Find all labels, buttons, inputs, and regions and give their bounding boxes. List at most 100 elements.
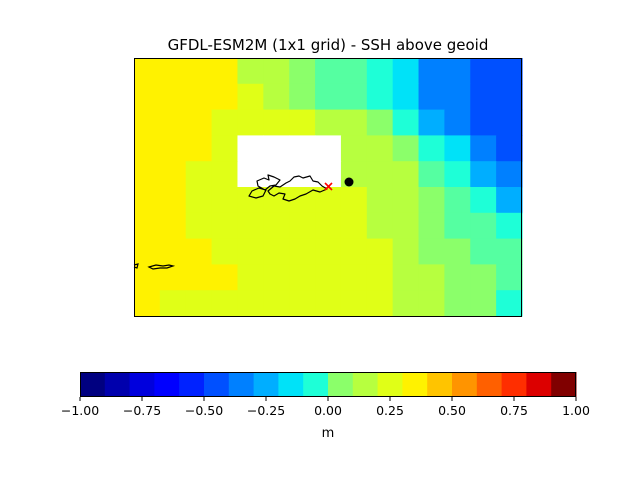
grid-cell <box>315 264 342 291</box>
grid-cell <box>366 290 394 317</box>
grid-cell <box>237 290 264 317</box>
colorbar-segment <box>278 372 304 397</box>
grid-cell <box>315 290 342 317</box>
west-coastline <box>133 263 139 269</box>
grid-cell <box>418 135 445 162</box>
colorbar-label: m <box>322 426 335 441</box>
grid-cell <box>366 58 394 85</box>
colorbar-segment <box>328 372 354 397</box>
grid-cell <box>340 58 368 85</box>
grid-cell <box>289 212 316 240</box>
grid-cell <box>315 212 342 240</box>
grid-cell <box>263 212 290 240</box>
grid-cell <box>237 135 264 162</box>
grid-cell <box>340 135 368 162</box>
grid-cell <box>496 109 523 136</box>
colorbar-frame <box>80 372 576 397</box>
grid-cell <box>185 290 213 317</box>
grid-cell <box>470 187 497 214</box>
grid-cell <box>237 264 264 291</box>
grid-cell <box>263 238 290 265</box>
grid-cell <box>470 212 497 240</box>
map-panel <box>133 58 523 317</box>
grid-cell <box>134 161 161 188</box>
grid-cell <box>418 109 445 136</box>
colorbar-segment <box>154 372 180 397</box>
grid-cell <box>444 290 471 317</box>
grid-cell <box>159 161 187 188</box>
colorbar: −1.00 −0.75 −0.50 −0.25 0.00 0.25 0.50 0.75 1.00… <box>61 372 590 441</box>
colorbar-tick-label: −1.00 <box>61 403 99 418</box>
grid-cell <box>134 238 161 265</box>
colorbar-segment <box>427 372 453 397</box>
grid-cell <box>470 161 497 188</box>
grid-cell <box>185 83 213 111</box>
grid-cell <box>159 264 187 291</box>
grid-cell <box>418 83 445 111</box>
grid-cell <box>237 83 264 111</box>
grid-cell <box>211 135 239 162</box>
grid-cell <box>496 58 523 85</box>
grid-cell <box>366 109 394 136</box>
colorbar-tick-label: 0.25 <box>376 403 404 418</box>
grid-cell <box>444 238 471 265</box>
grid-cell <box>340 109 368 136</box>
colorbar-segment <box>104 372 131 397</box>
grid-cell <box>237 238 264 265</box>
colorbar-segment <box>377 372 403 397</box>
grid-cell <box>496 161 523 188</box>
colorbar-tick-label: −0.50 <box>185 403 223 418</box>
grid-cell <box>237 109 264 136</box>
grid-cell <box>159 290 187 317</box>
grid-cell <box>263 109 290 136</box>
grid-cell <box>315 238 342 265</box>
colorbar-segment <box>179 372 205 397</box>
grid-cell <box>444 161 471 188</box>
chart-title: GFDL-ESM2M (1x1 grid) - SSH above geoid <box>168 36 489 54</box>
grid-cell <box>418 58 445 85</box>
grid-cell <box>185 238 213 265</box>
grid-cell <box>134 135 161 162</box>
grid-cell <box>211 187 239 214</box>
grid-cell <box>289 83 316 111</box>
grid-cell <box>470 135 497 162</box>
colorbar-segment <box>303 372 329 397</box>
colorbar-segment <box>501 372 527 397</box>
colorbar-segment <box>526 372 552 397</box>
grid-cell <box>470 58 497 85</box>
grid-cell <box>340 212 368 240</box>
grid-cell <box>185 109 213 136</box>
grid-cell <box>159 58 187 85</box>
grid-cell <box>496 83 523 111</box>
grid-cell <box>185 135 213 162</box>
grid-cell <box>237 161 264 188</box>
grid-cell <box>418 264 445 291</box>
grid-cell <box>496 187 523 214</box>
station-marker <box>344 177 354 187</box>
grid-cell <box>289 109 316 136</box>
grid-cell <box>211 58 239 85</box>
colorbar-ticks: −1.00 −0.75 −0.50 −0.25 0.00 0.25 0.50 0.75 1.00 <box>61 397 590 418</box>
grid-cell <box>366 83 394 111</box>
grid-cell <box>185 161 213 188</box>
grid-cell <box>315 109 342 136</box>
grid-cell <box>496 238 523 265</box>
grid-cell <box>340 264 368 291</box>
map-frame <box>134 58 522 317</box>
grid-cell <box>340 290 368 317</box>
grid-cell <box>134 83 161 111</box>
grid-cell <box>418 212 445 240</box>
grid-cell <box>185 264 213 291</box>
grid-cell <box>159 187 187 214</box>
grid-cell <box>470 238 497 265</box>
colorbar-segment <box>402 372 428 397</box>
colorbar-segment <box>204 372 230 397</box>
grid-cell <box>496 264 523 291</box>
grid-cell <box>392 109 420 136</box>
grid-cell <box>444 109 471 136</box>
grid-cell <box>392 161 420 188</box>
grid-cell <box>366 161 394 188</box>
grid-cell <box>392 187 420 214</box>
grid-cell <box>315 135 342 162</box>
grid-cell <box>418 161 445 188</box>
